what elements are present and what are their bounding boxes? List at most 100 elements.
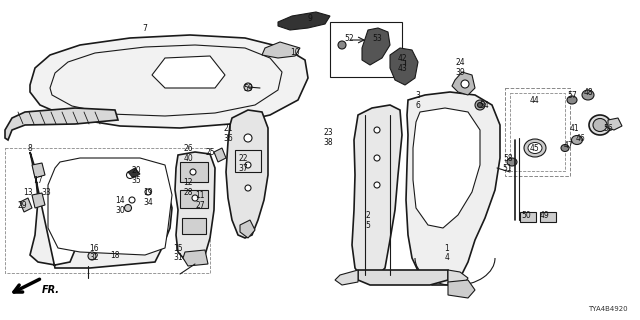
PathPatch shape bbox=[362, 28, 390, 65]
PathPatch shape bbox=[608, 118, 622, 130]
PathPatch shape bbox=[352, 105, 402, 278]
Text: 6: 6 bbox=[415, 100, 420, 109]
Circle shape bbox=[245, 185, 251, 191]
Circle shape bbox=[338, 41, 346, 49]
Text: 3: 3 bbox=[415, 91, 420, 100]
Ellipse shape bbox=[572, 135, 582, 145]
Circle shape bbox=[475, 100, 485, 110]
PathPatch shape bbox=[226, 110, 268, 238]
Text: 2: 2 bbox=[365, 211, 371, 220]
PathPatch shape bbox=[358, 270, 448, 285]
Text: 34: 34 bbox=[143, 197, 153, 206]
Text: 38: 38 bbox=[323, 138, 333, 147]
Text: 37: 37 bbox=[238, 164, 248, 172]
Text: 26: 26 bbox=[183, 143, 193, 153]
Circle shape bbox=[374, 155, 380, 161]
Text: 50: 50 bbox=[521, 211, 531, 220]
Circle shape bbox=[245, 162, 251, 168]
PathPatch shape bbox=[448, 270, 468, 288]
Bar bbox=[235, 150, 261, 172]
Circle shape bbox=[190, 169, 196, 175]
Circle shape bbox=[374, 127, 380, 133]
Text: TYA4B4920: TYA4B4920 bbox=[588, 306, 628, 312]
Circle shape bbox=[127, 172, 134, 179]
Text: 29: 29 bbox=[17, 201, 27, 210]
Text: 41: 41 bbox=[569, 124, 579, 132]
Text: 47: 47 bbox=[563, 140, 573, 149]
Ellipse shape bbox=[507, 158, 517, 166]
Text: 18: 18 bbox=[110, 251, 120, 260]
Text: 44: 44 bbox=[529, 95, 539, 105]
Text: 14: 14 bbox=[115, 196, 125, 204]
Circle shape bbox=[374, 182, 380, 188]
PathPatch shape bbox=[32, 193, 45, 208]
Text: 32: 32 bbox=[89, 253, 99, 262]
Bar bbox=[180, 190, 208, 208]
Circle shape bbox=[125, 204, 131, 212]
Bar bbox=[5, 148, 210, 273]
Text: 23: 23 bbox=[323, 127, 333, 137]
Text: 48: 48 bbox=[583, 87, 593, 97]
PathPatch shape bbox=[278, 12, 330, 30]
Bar bbox=[505, 88, 570, 176]
PathPatch shape bbox=[48, 158, 172, 255]
Text: 8: 8 bbox=[28, 143, 33, 153]
Text: 53: 53 bbox=[372, 34, 382, 43]
Text: 4: 4 bbox=[445, 253, 449, 262]
Text: 10: 10 bbox=[290, 47, 300, 57]
Circle shape bbox=[461, 80, 469, 88]
Text: 1: 1 bbox=[445, 244, 449, 252]
PathPatch shape bbox=[20, 198, 32, 212]
PathPatch shape bbox=[128, 168, 140, 178]
Text: 27: 27 bbox=[195, 201, 205, 210]
PathPatch shape bbox=[152, 56, 225, 88]
Text: 20: 20 bbox=[131, 165, 141, 174]
PathPatch shape bbox=[32, 163, 45, 178]
Ellipse shape bbox=[582, 90, 594, 100]
Text: 11: 11 bbox=[195, 190, 205, 199]
PathPatch shape bbox=[30, 35, 308, 128]
Text: 7: 7 bbox=[143, 23, 147, 33]
Text: 43: 43 bbox=[397, 63, 407, 73]
PathPatch shape bbox=[452, 72, 475, 95]
Ellipse shape bbox=[561, 145, 569, 151]
Text: 13: 13 bbox=[23, 188, 33, 196]
Text: 30: 30 bbox=[115, 205, 125, 214]
Text: 12: 12 bbox=[183, 178, 193, 187]
PathPatch shape bbox=[240, 220, 255, 238]
PathPatch shape bbox=[390, 48, 418, 85]
PathPatch shape bbox=[335, 270, 358, 285]
Text: 42: 42 bbox=[397, 53, 407, 62]
Bar bbox=[180, 162, 208, 182]
PathPatch shape bbox=[175, 152, 215, 262]
Bar bbox=[520, 212, 536, 222]
Text: 56: 56 bbox=[603, 124, 613, 132]
Ellipse shape bbox=[589, 115, 611, 135]
Ellipse shape bbox=[524, 139, 546, 157]
Text: 15: 15 bbox=[173, 244, 183, 252]
Ellipse shape bbox=[593, 118, 607, 132]
Text: 5: 5 bbox=[365, 220, 371, 229]
Text: 22: 22 bbox=[238, 154, 248, 163]
Text: 25: 25 bbox=[205, 148, 215, 156]
Text: 57: 57 bbox=[567, 91, 577, 100]
Circle shape bbox=[244, 83, 252, 91]
Text: 9: 9 bbox=[308, 13, 312, 22]
Text: 54: 54 bbox=[479, 100, 489, 109]
Text: 45: 45 bbox=[529, 143, 539, 153]
Ellipse shape bbox=[567, 96, 577, 104]
Text: 35: 35 bbox=[131, 175, 141, 185]
Text: 31: 31 bbox=[173, 253, 183, 262]
Circle shape bbox=[129, 197, 135, 203]
Bar bbox=[330, 22, 402, 77]
Circle shape bbox=[477, 102, 483, 108]
PathPatch shape bbox=[413, 108, 480, 228]
Text: FR.: FR. bbox=[42, 285, 60, 295]
Text: 39: 39 bbox=[455, 68, 465, 76]
PathPatch shape bbox=[214, 148, 226, 162]
Ellipse shape bbox=[528, 142, 542, 154]
Text: 51: 51 bbox=[502, 164, 512, 172]
Text: 59: 59 bbox=[243, 84, 253, 92]
Text: 52: 52 bbox=[344, 34, 354, 43]
Text: 36: 36 bbox=[223, 133, 233, 142]
